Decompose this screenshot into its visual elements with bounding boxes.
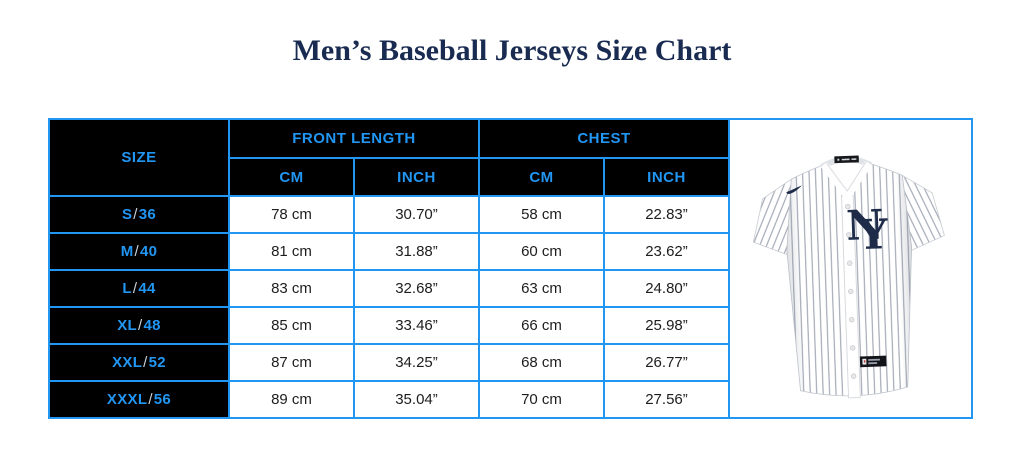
size-slash: / [148,391,153,408]
size-suffix: 48 [143,317,161,334]
ny-logo-letter-y: Y [857,210,890,259]
chest-inch-cell: 24.80” [603,269,730,308]
page-title: Men’s Baseball Jerseys Size Chart [292,34,732,67]
size-suffix: 52 [148,354,166,371]
front-length-inch-cell: 35.04” [353,380,480,419]
front-length-cm-cell: 87 cm [228,343,355,382]
size-prefix: M [120,243,134,260]
chest-inch-cell: 25.98” [603,306,730,345]
front-length-cm-cell: 83 cm [228,269,355,308]
size-suffix: 56 [153,391,172,408]
chest-cm-cell: 60 cm [478,232,605,271]
chest-cm-cell: 70 cm [478,380,605,419]
header-row-groups: SIZE FRONT LENGTH CHEST [48,118,973,419]
size-prefix: XL [117,317,137,334]
size-slash: / [132,280,138,297]
subheader-chest-cm: CM [478,157,605,197]
table-row: S/36 78 cm 30.70” 58 cm 22.83” [48,195,972,234]
front-length-inch-cell: 30.70” [353,195,480,234]
table-row: XXXL/56 89 cm 35.04” 70 cm 27.56” [48,380,972,419]
table-row: XL/48 85 cm 33.46” 66 cm 25.98” [48,306,972,345]
jersey-image: N Y [752,154,945,398]
ny-logo: N Y [845,200,889,259]
v-neck-edge [825,160,867,192]
size-slash: / [133,206,138,223]
size-slash: / [138,317,143,334]
size-cell: S/36 [48,195,230,234]
size-prefix: L [122,280,132,297]
size-suffix: 44 [138,280,156,297]
size-cell: L/44 [48,269,230,308]
chest-cm-cell: 58 cm [478,195,605,234]
ny-logo-letter-n: N [845,200,884,249]
table-row: XXL/52 87 cm 34.25” 68 cm 26.77” [48,343,972,382]
size-cell: XXXL/56 [48,380,230,419]
placket-buttons [845,203,857,379]
nike-swoosh-icon [786,184,802,194]
front-length-inch-cell: 34.25” [353,343,480,382]
front-length-cm-cell: 85 cm [228,306,355,345]
collar-tag-text [837,157,857,161]
header-chest: CHEST [478,118,730,159]
header-row-units: CM INCH CM INCH [49,157,972,197]
size-prefix: XXXL [106,391,148,408]
front-length-inch-cell: 32.68” [353,269,480,308]
table-row: L/44 83 cm 32.68” 63 cm 24.80” [48,269,972,308]
size-slash: / [143,354,148,371]
chest-cm-cell: 63 cm [478,269,605,308]
size-cell: XXL/52 [48,343,230,382]
v-neck-ribbing [820,160,872,203]
chest-inch-cell: 22.83” [603,195,730,234]
jersey-image-wrap: N Y [730,120,971,417]
size-prefix: S [121,206,133,223]
size-cell: XL/48 [48,306,230,345]
front-length-inch-cell: 31.88” [353,232,480,271]
header-front-length: FRONT LENGTH [228,118,480,159]
chest-inch-cell: 23.62” [603,232,730,271]
chest-inch-cell: 27.56” [603,380,730,419]
chest-inch-cell: 26.77” [603,343,730,382]
subheader-chest-inch: INCH [603,157,730,197]
size-suffix: 40 [139,243,158,260]
jock-tag [859,355,887,367]
front-length-cm-cell: 89 cm [228,380,355,419]
size-chart-table: SIZE FRONT LENGTH CHEST [48,118,973,419]
table-row: M/40 81 cm 31.88” 60 cm 23.62” [48,232,972,271]
jersey-panel: N Y [728,118,973,419]
chest-cm-cell: 68 cm [478,343,605,382]
size-slash: / [134,243,139,260]
size-suffix: 36 [138,206,157,223]
header-size: SIZE [48,118,230,197]
front-length-cm-cell: 78 cm [228,195,355,234]
front-length-cm-cell: 81 cm [228,232,355,271]
front-length-inch-cell: 33.46” [353,306,480,345]
subheader-front-cm: CM [228,157,355,197]
size-cell: M/40 [48,232,230,271]
chest-cm-cell: 66 cm [478,306,605,345]
size-prefix: XXL [112,354,143,371]
subheader-front-inch: INCH [353,157,480,197]
